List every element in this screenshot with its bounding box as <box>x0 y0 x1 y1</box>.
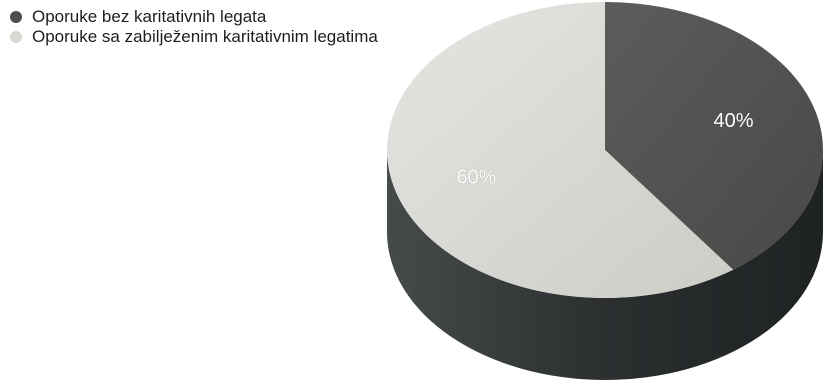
pie-data-label-1: 60% <box>456 167 496 189</box>
legend-swatch-dark <box>10 11 22 23</box>
pie-labels: 40% 60% <box>456 110 754 189</box>
legend-item-with-legacies: Oporuke sa zabilježenim karitativnim leg… <box>10 27 378 47</box>
legend: Oporuke bez karitativnih legata Oporuke … <box>10 7 378 47</box>
pie-side <box>387 150 823 380</box>
legend-label: Oporuke sa zabilježenim karitativnim leg… <box>32 27 378 46</box>
legend-label: Oporuke bez karitativnih legata <box>32 7 267 26</box>
pie-data-label-0: 40% <box>714 110 754 132</box>
pie-slice-1 <box>386 2 734 299</box>
pie-slice-0 <box>605 2 823 270</box>
legend-item-without-legacies: Oporuke bez karitativnih legata <box>10 7 378 27</box>
pie-top <box>386 2 823 299</box>
legend-swatch-light <box>10 31 22 43</box>
pie-side-wall <box>387 150 823 380</box>
